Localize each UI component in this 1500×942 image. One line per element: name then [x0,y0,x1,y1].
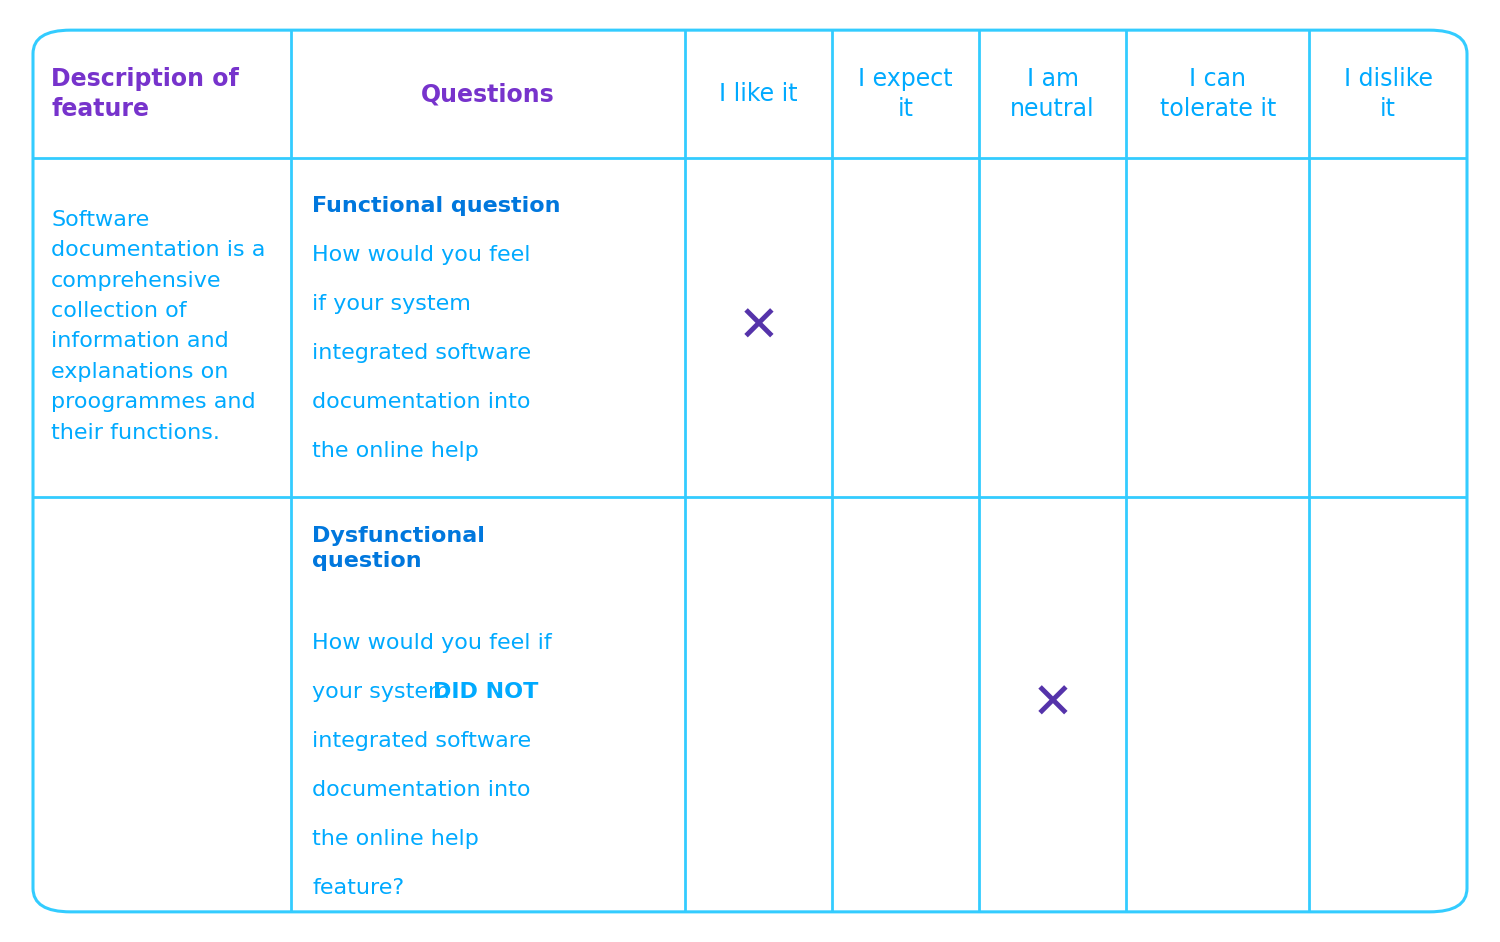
Text: DID NOT: DID NOT [433,682,538,703]
Text: I expect
it: I expect it [858,67,952,121]
Text: feature?: feature? [312,878,405,899]
Text: I like it: I like it [718,82,798,106]
Text: documentation into: documentation into [312,780,531,801]
Text: Functional question: Functional question [312,196,561,216]
Text: your system: your system [312,682,458,703]
Text: I can
tolerate it: I can tolerate it [1160,67,1276,121]
Text: Dysfunctional
question: Dysfunctional question [312,526,484,571]
Text: ✕: ✕ [738,303,778,351]
Text: documentation into: documentation into [312,392,531,412]
Text: Questions: Questions [422,82,555,106]
Text: Description of
feature: Description of feature [51,67,238,121]
Text: the online help: the online help [312,829,478,850]
Text: I am
neutral: I am neutral [1011,67,1095,121]
Text: the online help: the online help [312,441,478,461]
Text: How would you feel if: How would you feel if [312,633,552,654]
Text: Software
documentation is a
comprehensive
collection of
information and
explanat: Software documentation is a comprehensiv… [51,210,266,443]
Text: ✕: ✕ [1032,681,1074,729]
Text: I dislike
it: I dislike it [1344,67,1432,121]
Text: integrated software: integrated software [312,731,531,752]
FancyBboxPatch shape [33,30,1467,912]
Text: How would you feel: How would you feel [312,245,531,265]
Text: if your system: if your system [312,294,471,314]
Text: integrated software: integrated software [312,343,531,363]
